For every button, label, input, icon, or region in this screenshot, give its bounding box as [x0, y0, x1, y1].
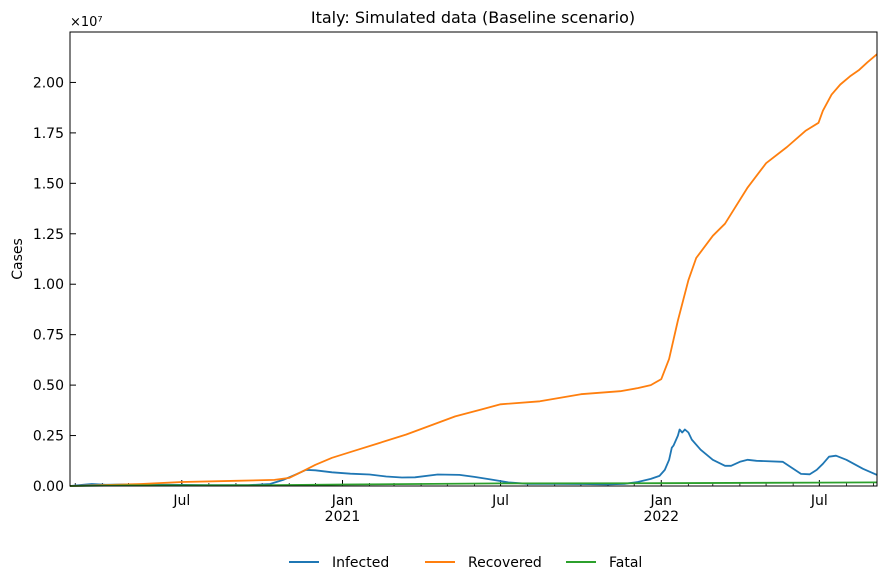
series-lines: [69, 53, 878, 487]
series-line-infected: [69, 428, 878, 487]
series-line-recovered: [69, 53, 878, 487]
y-tick-label: 1.75: [33, 126, 64, 142]
y-tick-label: 0.25: [33, 429, 64, 445]
x-tick-label: Jul: [810, 493, 828, 509]
legend-label-recovered: Recovered: [468, 555, 542, 571]
x-tick-year-label: 2022: [643, 509, 679, 525]
y-tick-label: 1.50: [33, 176, 64, 192]
series-line-fatal: [69, 481, 878, 487]
y-tick-label: 1.00: [33, 277, 64, 293]
y-tick-label: 1.25: [33, 227, 64, 243]
x-tick-label: Jan: [331, 493, 354, 509]
y-tick-label: 2.00: [33, 75, 64, 91]
legend: Infected Recovered Fatal: [289, 555, 642, 571]
x-tick-label: Jul: [491, 493, 509, 509]
x-tick-label: Jan: [649, 493, 672, 509]
x-tick-year-label: 2021: [325, 509, 361, 525]
legend-label-infected: Infected: [332, 555, 389, 571]
y-offset-text: ×10⁷: [70, 15, 103, 30]
legend-label-fatal: Fatal: [609, 555, 642, 571]
chart-title: Italy: Simulated data (Baseline scenario…: [311, 8, 635, 27]
y-tick-label: 0.75: [33, 328, 64, 344]
y-tick-label: 0.00: [33, 479, 64, 495]
y-axis-label: Cases: [10, 238, 26, 280]
x-tick-label: Jul: [172, 493, 190, 509]
y-axis-ticks: 0.00 0.25 0.50 0.75 1.00 1.25 1.50 1.75 2.00: [33, 75, 76, 495]
plot-area-frame: [69, 31, 878, 487]
y-tick-label: 0.50: [33, 378, 64, 394]
